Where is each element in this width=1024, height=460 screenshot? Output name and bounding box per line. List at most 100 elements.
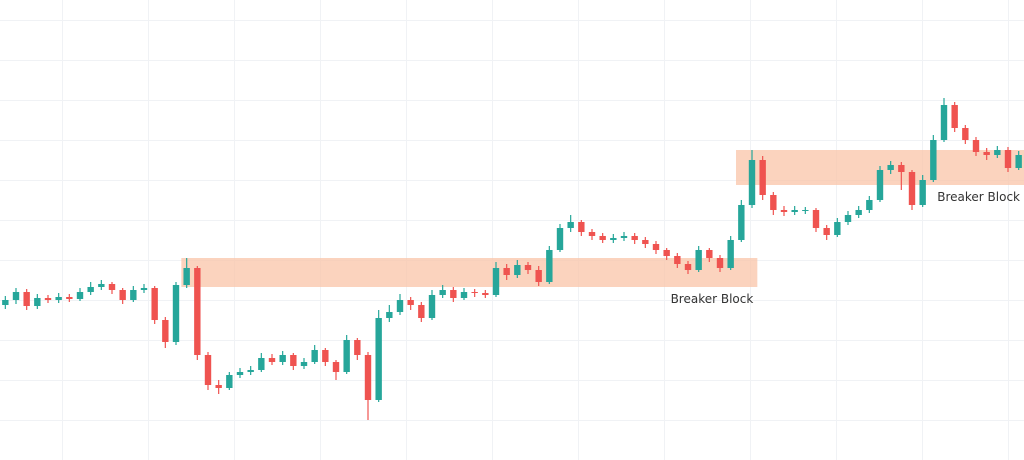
candle-body [119, 290, 126, 300]
candle-body [482, 293, 489, 295]
zone [181, 258, 758, 287]
candle-body [290, 355, 297, 366]
candle-body [823, 228, 830, 235]
candle-body [599, 236, 606, 240]
zone-label: Breaker Block [937, 190, 1020, 204]
candle-body [919, 180, 926, 205]
candle-body [972, 140, 980, 152]
candle-body [87, 287, 94, 292]
candle-body [343, 340, 350, 372]
candle-body [898, 165, 905, 172]
candle-body [450, 290, 457, 298]
candle-body [76, 292, 84, 299]
candle-body [279, 355, 286, 362]
candle-body [514, 265, 521, 275]
candle-body [183, 268, 190, 285]
candle-body [588, 232, 596, 236]
candle-body [930, 140, 937, 180]
candle-body [407, 300, 414, 305]
candle-body [226, 375, 233, 388]
candle-body [439, 290, 446, 295]
candle-body [631, 236, 638, 240]
candle-body [674, 256, 681, 264]
candle-body [556, 228, 564, 250]
candle-body [706, 250, 713, 258]
candle-body [151, 288, 158, 320]
candle-body [812, 210, 820, 228]
candle-body [770, 195, 777, 210]
candle-body [876, 170, 884, 200]
candle-body [546, 250, 553, 282]
candle-body [172, 285, 180, 342]
candle-body [492, 268, 500, 295]
candle-body [983, 152, 990, 155]
candle-body [844, 215, 852, 222]
candle-body [386, 312, 393, 318]
candle-body [66, 297, 73, 299]
candle-body [738, 205, 745, 240]
candle-body [428, 295, 436, 318]
candle-body [418, 305, 425, 318]
candle-body [791, 210, 798, 212]
candle-body [940, 105, 948, 140]
candle-body [727, 240, 734, 268]
candle-body [524, 265, 532, 270]
candle-body [162, 320, 169, 342]
candle-body [258, 358, 265, 370]
candle-body [780, 210, 788, 212]
candle-body [695, 250, 702, 270]
candle-body [567, 222, 574, 228]
candle-body [375, 318, 382, 400]
candle-body [578, 222, 585, 232]
candle-body [55, 297, 62, 300]
candle-body [130, 290, 137, 300]
candle-body [204, 355, 212, 385]
candle-body [23, 292, 30, 306]
candle-body [471, 292, 478, 293]
candle-body [951, 105, 958, 128]
candle-body [268, 358, 276, 362]
candle-body [802, 210, 809, 211]
candle-body [44, 298, 52, 300]
candle-body [108, 284, 116, 290]
candle-body [748, 160, 756, 205]
candle-body [34, 298, 41, 306]
candle-body [759, 160, 766, 195]
candle-body [98, 284, 105, 287]
candle-body [663, 250, 670, 256]
candle-body [642, 240, 649, 244]
candle-body [535, 270, 542, 282]
zone-label: Breaker Block [671, 292, 754, 306]
candle-body [311, 350, 318, 362]
candle-body [12, 292, 20, 300]
candle-body [236, 372, 244, 375]
candle-body [247, 370, 254, 372]
candle-body [834, 222, 841, 235]
candle-body [503, 268, 510, 275]
candle-body [140, 288, 148, 290]
candle-body [620, 236, 628, 238]
candle-body [2, 300, 9, 305]
candle-body [1015, 155, 1022, 168]
candle-body [994, 150, 1001, 155]
candle-body [855, 210, 862, 215]
candle-body [716, 258, 724, 268]
candle-body [684, 264, 692, 270]
candle-body [396, 300, 404, 312]
candle-body [322, 350, 329, 362]
candle-body [652, 244, 660, 250]
candle-body [215, 385, 222, 388]
candle-body [887, 165, 894, 170]
candle-body [364, 355, 372, 400]
candle-body [194, 268, 201, 355]
candle-body [354, 340, 361, 355]
candle-body [460, 292, 468, 298]
candle-body [866, 200, 873, 210]
candle-body [332, 362, 340, 372]
candle-body [908, 172, 916, 205]
candle-body [610, 238, 617, 240]
candle-body [1004, 150, 1012, 168]
candle-body [962, 128, 969, 140]
